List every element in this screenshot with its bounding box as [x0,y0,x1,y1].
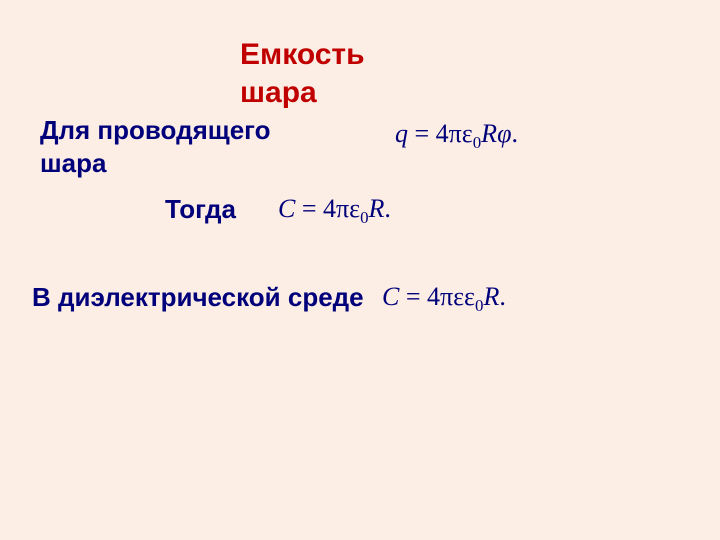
line3-label: В диэлектрической среде [32,281,364,314]
line1-formula: q = 4πε0Rφ. [395,118,518,151]
slide-title: Емкость шара [240,36,420,111]
line1-label: Для проводящего шара [40,114,340,179]
line2-label: Тогда [165,193,236,226]
line3-formula: C = 4πεε0R. [382,281,506,314]
line2-formula: C = 4πε0R. [278,193,391,226]
slide: Емкость шара Для проводящего шара q = 4π… [0,0,720,540]
